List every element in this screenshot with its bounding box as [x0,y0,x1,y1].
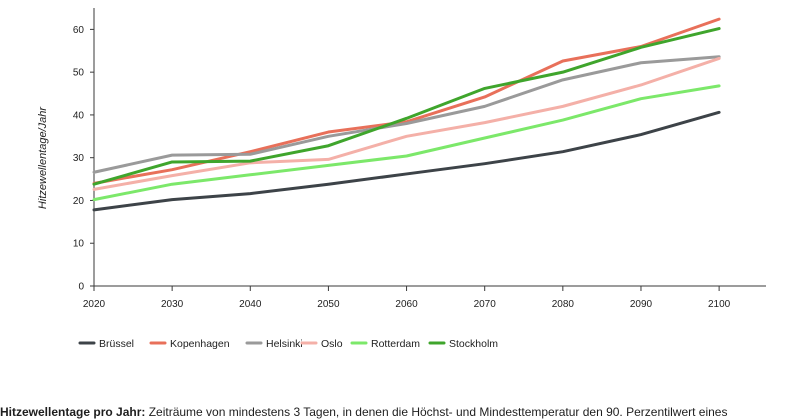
x-tick-label: 2020 [83,299,106,310]
x-tick-label: 2080 [552,299,575,310]
series-line-stockholm [92,27,721,186]
series-line-brüssel [92,110,721,212]
legend-label: Brüssel [99,338,134,350]
legend-label: Stockholm [449,338,498,350]
x-tick-label: 2050 [317,299,340,310]
x-tick-label: 2100 [708,299,731,310]
y-tick-label: 10 [73,239,85,250]
legend-label: Helsinki [266,338,303,350]
series-lines [92,17,721,212]
series-line-rotterdam [92,84,721,202]
caption-heading: Hitzewellentage pro Jahr: [0,405,146,419]
chart-caption: Hitzewellentage pro Jahr: Zeiträume von … [0,405,800,419]
y-axis-label: Hitzewellentage/Jahr [37,106,49,209]
y-tick-label: 0 [78,282,84,293]
series-line-oslo [92,56,721,191]
y-tick-label: 50 [73,68,85,79]
x-tick-label: 2060 [395,299,418,310]
legend-label: Oslo [321,338,343,350]
series-line-helsinki [92,55,721,174]
y-tick-label: 20 [73,196,85,207]
legend: Brüssel Kopenhagen Helsinki Oslo Rotterdam St… [78,338,498,350]
series-line-kopenhagen [92,17,721,185]
legend-label: Rotterdam [371,338,420,350]
y-tick-label: 30 [73,153,85,164]
x-tick-label: 2070 [474,299,497,310]
caption-text: Zeiträume von mindestens 3 Tagen, in den… [145,405,728,419]
x-tick-label: 2090 [630,299,653,310]
y-tick-label: 60 [73,25,85,36]
y-tick-label: 40 [73,110,85,121]
x-tick-label: 2040 [239,299,262,310]
legend-label: Kopenhagen [170,338,230,350]
x-tick-label: 2030 [161,299,184,310]
